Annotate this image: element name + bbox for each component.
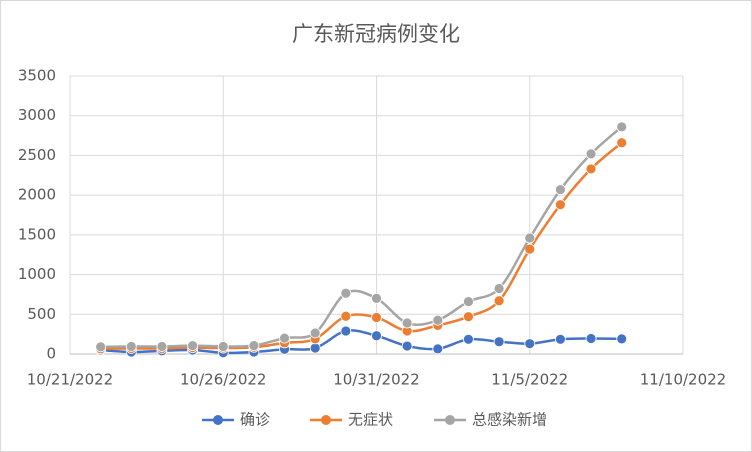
legend-label: 总感染新增 [472, 411, 547, 429]
point [493, 295, 505, 307]
chart-title: 广东新冠病例变化 [292, 22, 460, 46]
point [401, 340, 413, 352]
x-tick-label: 10/31/2022 [333, 371, 419, 389]
point [616, 121, 628, 133]
y-tick-label: 0 [46, 345, 56, 363]
point [371, 312, 382, 323]
point [493, 283, 505, 294]
point [217, 341, 229, 352]
point [555, 199, 566, 211]
point [524, 338, 536, 350]
y-tick-label: 1500 [18, 225, 56, 243]
legend-marker [445, 415, 455, 425]
legend-label: 无症状 [348, 411, 393, 429]
point [585, 333, 597, 344]
point [463, 311, 474, 323]
x-tick-label: 11/5/2022 [491, 371, 568, 389]
y-tick-label: 3500 [18, 67, 56, 85]
y-tick-label: 2500 [18, 146, 56, 164]
x-tick-label: 10/21/2022 [27, 371, 113, 389]
point [309, 327, 321, 339]
point [432, 314, 444, 326]
y-tick-label: 3000 [18, 106, 56, 124]
point [555, 333, 566, 345]
point [125, 341, 137, 352]
x-tick-label: 11/10/2022 [640, 371, 726, 389]
point [340, 325, 352, 337]
point [187, 340, 199, 352]
point [340, 310, 352, 322]
point [585, 163, 597, 175]
point [616, 137, 628, 149]
y-tick-label: 2000 [18, 186, 56, 204]
point [585, 148, 597, 160]
x-tick-label: 10/26/2022 [180, 371, 266, 389]
y-tick-label: 500 [27, 305, 56, 323]
point [463, 333, 474, 345]
point [616, 333, 628, 345]
point [309, 342, 321, 354]
point [95, 341, 107, 353]
point [248, 340, 260, 352]
point [493, 336, 505, 348]
legend-marker [213, 415, 223, 425]
point [432, 343, 444, 355]
point [401, 317, 413, 329]
point [340, 287, 352, 299]
legend-marker [321, 415, 331, 425]
point [463, 296, 474, 307]
y-tick-label: 1000 [18, 265, 56, 283]
point [371, 330, 382, 342]
point [371, 292, 382, 304]
point [156, 341, 168, 352]
point [555, 184, 566, 195]
legend-label: 确诊 [240, 411, 270, 429]
point [279, 332, 290, 344]
point [524, 232, 536, 244]
